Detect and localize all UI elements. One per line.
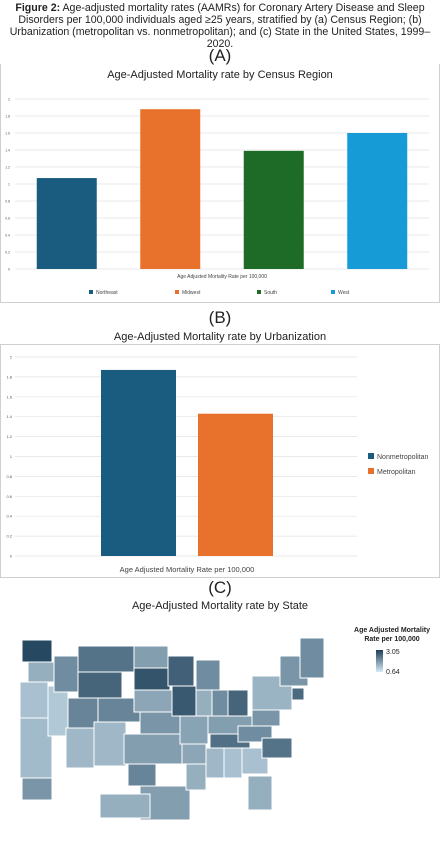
state-region <box>251 709 281 727</box>
state-region <box>133 689 175 713</box>
y-tick-label: 1.8 <box>5 115 10 119</box>
state-region <box>291 687 305 701</box>
state-region <box>65 727 95 769</box>
state-region <box>299 637 325 679</box>
y-tick-label: 0.8 <box>6 474 12 479</box>
x-axis-label: Age Adjusted Mortality Rate per 100,000 <box>177 274 267 280</box>
panel-b-letter: (B) <box>208 308 232 327</box>
figure-label: Figure 2: <box>15 2 61 14</box>
state-region <box>67 697 99 729</box>
figure-caption-text: Age-adjusted mortality rates (AAMRs) for… <box>9 2 431 50</box>
legend-swatch <box>175 290 179 294</box>
state-region <box>127 763 157 787</box>
y-tick-label: 0.2 <box>5 251 10 255</box>
state-region <box>21 639 53 663</box>
legend-label: Nonmetropolitan <box>377 454 428 461</box>
map-legend-title: Age Adjusted Mortality Rate per 100,000 <box>354 627 430 643</box>
state-region <box>171 685 197 717</box>
y-tick-label: 0 <box>8 268 10 272</box>
y-tick-label: 1.2 <box>5 166 10 170</box>
y-tick-label: 2 <box>8 98 10 102</box>
state-region <box>19 717 53 779</box>
urbanization-chart-panel: 0 0.2 0.4 0.6 0.8 1 1.2 1.4 1.6 1.8 2 Age Adjusted … <box>0 344 440 578</box>
state-map <box>19 637 383 821</box>
legend-label: West <box>338 290 350 296</box>
legend-color-bar <box>376 650 383 672</box>
y-tick-label: 1.2 <box>6 434 12 439</box>
panel-c-letter: (C) <box>208 578 232 597</box>
y-tick-label: 0.6 <box>5 217 10 221</box>
state-map-title: Age-Adjusted Mortality rate by State <box>131 600 309 612</box>
bar-midwest <box>140 109 201 269</box>
y-tick-label: 1.6 <box>5 132 10 136</box>
state-region <box>195 689 213 717</box>
y-tick-label: 1 <box>8 183 10 187</box>
legend-label: Midwest <box>182 290 201 296</box>
urbanization-chart-title: Age-Adjusted Mortality rate by Urbanizat… <box>113 331 327 343</box>
state-region <box>167 655 195 687</box>
state-region <box>227 689 249 717</box>
x-axis-label: Age Adjusted Mortality Rate per 100,000 <box>120 565 255 574</box>
state-region <box>247 775 273 811</box>
y-tick-label: 1 <box>10 454 13 459</box>
state-region <box>223 747 243 779</box>
y-tick-label: 1.6 <box>6 394 12 399</box>
map-legend-min: 0.64 <box>386 669 400 676</box>
panel-a-letter: (A) <box>208 46 232 65</box>
y-tick-label: 0.8 <box>5 200 10 204</box>
legend-swatch <box>368 468 374 474</box>
y-tick-label: 0.6 <box>6 494 12 499</box>
map-legend-max: 3.05 <box>386 649 400 656</box>
region-chart: 0 0.2 0.4 0.6 0.8 1 1.2 1.4 1.6 1.8 2 Age Adjusted … <box>5 98 429 296</box>
y-tick-label: 0.4 <box>6 514 12 519</box>
state-region <box>195 659 221 691</box>
state-region <box>47 685 69 737</box>
legend-swatch <box>368 453 374 459</box>
legend-label: South <box>264 290 277 296</box>
y-tick-label: 1.4 <box>5 149 10 153</box>
region-chart-panel: 0 0.2 0.4 0.6 0.8 1 1.2 1.4 1.6 1.8 2 Age Adjusted … <box>0 64 440 303</box>
y-tick-label: 1.4 <box>6 414 12 419</box>
figure-caption: Figure 2: Age-adjusted mortality rates (… <box>4 2 436 50</box>
y-tick-label: 0.4 <box>5 234 10 238</box>
state-region <box>77 671 123 699</box>
legend-swatch <box>257 290 261 294</box>
legend-label: Northeast <box>96 290 118 296</box>
state-region <box>99 793 151 819</box>
y-tick-label: 2 <box>10 355 13 360</box>
state-region <box>181 743 207 765</box>
state-region <box>205 747 225 779</box>
state-region <box>133 645 169 669</box>
state-region <box>19 681 49 719</box>
region-chart-title: Age-Adjusted Mortality rate by Census Re… <box>107 69 333 81</box>
bar-metropolitan <box>198 413 273 556</box>
state-region <box>211 689 229 717</box>
bar-northeast <box>36 178 97 269</box>
urbanization-chart: 0 0.2 0.4 0.6 0.8 1 1.2 1.4 1.6 1.8 2 Age Adjusted … <box>6 355 428 575</box>
state-region <box>251 675 293 711</box>
y-tick-label: 0 <box>10 554 13 559</box>
y-tick-label: 1.8 <box>6 374 12 379</box>
state-region <box>93 721 127 767</box>
state-region <box>77 645 135 673</box>
state-region <box>261 737 293 759</box>
legend-swatch <box>331 290 335 294</box>
state-region <box>123 733 183 765</box>
state-region <box>53 655 79 693</box>
bar-nonmetropolitan <box>101 369 176 556</box>
legend-label: Metropolitan <box>377 469 416 476</box>
state-map-panel <box>0 616 440 847</box>
bar-south <box>243 150 304 269</box>
state-region <box>133 667 171 691</box>
state-region <box>27 661 55 683</box>
state-region <box>21 777 53 801</box>
y-tick-label: 0.2 <box>6 534 12 539</box>
state-region <box>185 763 207 791</box>
bar-west <box>347 133 408 269</box>
legend-swatch <box>89 290 93 294</box>
state-region <box>179 715 209 745</box>
